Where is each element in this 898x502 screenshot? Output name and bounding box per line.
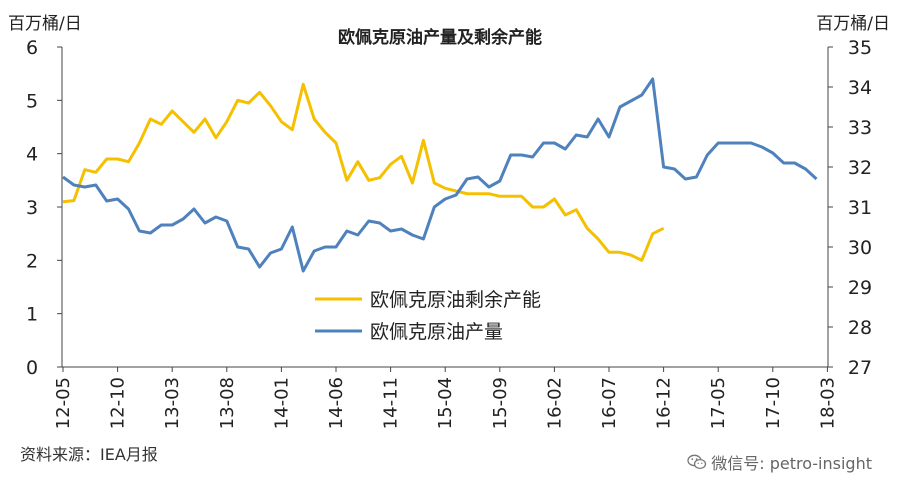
y-left-tick-label: 0	[26, 357, 38, 379]
x-tick-label: 18-03	[817, 377, 838, 429]
y-left-tick-label: 1	[26, 304, 38, 326]
x-tick-label: 14-01	[271, 377, 292, 429]
y-right-tick-label: 31	[848, 197, 872, 219]
x-tick-label: 13-08	[217, 377, 238, 429]
legend-label-0: 欧佩克原油剩余产能	[370, 289, 541, 311]
y-right-tick-label: 27	[848, 357, 872, 379]
legend-label-1: 欧佩克原油产量	[370, 321, 503, 343]
axes	[61, 47, 829, 368]
wechat-icon	[687, 454, 707, 470]
y-left-tick-label: 5	[26, 90, 38, 112]
y-left-tick-label: 3	[26, 197, 38, 219]
x-tick-label: 16-02	[544, 377, 565, 429]
y-right-tick-label: 32	[848, 157, 872, 179]
x-tick-label: 13-03	[162, 377, 183, 429]
x-tick-label: 12-10	[108, 377, 129, 429]
source-note: 资料来源：IEA月报	[20, 445, 158, 464]
series-line-1	[62, 77, 818, 273]
watermark: 微信号: petro-insight	[687, 450, 872, 474]
y-left-tick-label: 4	[26, 144, 38, 166]
x-ticks: 12-05 12-10 13-03 13-08 14-01 14-06 14-11 15-04…	[53, 367, 838, 429]
x-tick-label: 12-05	[53, 377, 74, 429]
x-tick-label: 15-09	[490, 377, 511, 429]
x-tick-label: 17-05	[708, 377, 729, 429]
chart-title: 欧佩克原油产量及剩余产能	[338, 27, 542, 48]
y-right-tick-label: 35	[848, 37, 872, 59]
x-tick-label: 15-04	[435, 377, 456, 429]
y-left-label: 百万桶/日	[8, 14, 82, 34]
series-lines	[62, 77, 818, 273]
x-tick-label: 14-11	[381, 377, 402, 429]
x-tick-label: 16-07	[599, 377, 620, 429]
series-line-0	[62, 82, 665, 262]
watermark-text: 微信号: petro-insight	[711, 454, 872, 473]
y-right-tick-label: 33	[848, 117, 872, 139]
y-right-tick-label: 28	[848, 317, 872, 339]
y-right-tick-label: 34	[848, 77, 872, 99]
x-tick-label: 14-06	[326, 377, 347, 429]
y-left-tick-label: 2	[26, 250, 38, 272]
x-tick-label: 17-10	[763, 377, 784, 429]
y-right-tick-label: 30	[848, 237, 872, 259]
y-right-label: 百万桶/日	[816, 14, 890, 34]
x-tick-label: 16-12	[654, 377, 675, 429]
y-right-ticks: 27 28 29 30 31 32 33 34 35	[828, 37, 872, 379]
y-left-tick-label: 6	[26, 37, 38, 59]
y-left-ticks: 0 1 2 3 4 5 6	[26, 37, 62, 379]
y-right-tick-label: 29	[848, 277, 872, 299]
